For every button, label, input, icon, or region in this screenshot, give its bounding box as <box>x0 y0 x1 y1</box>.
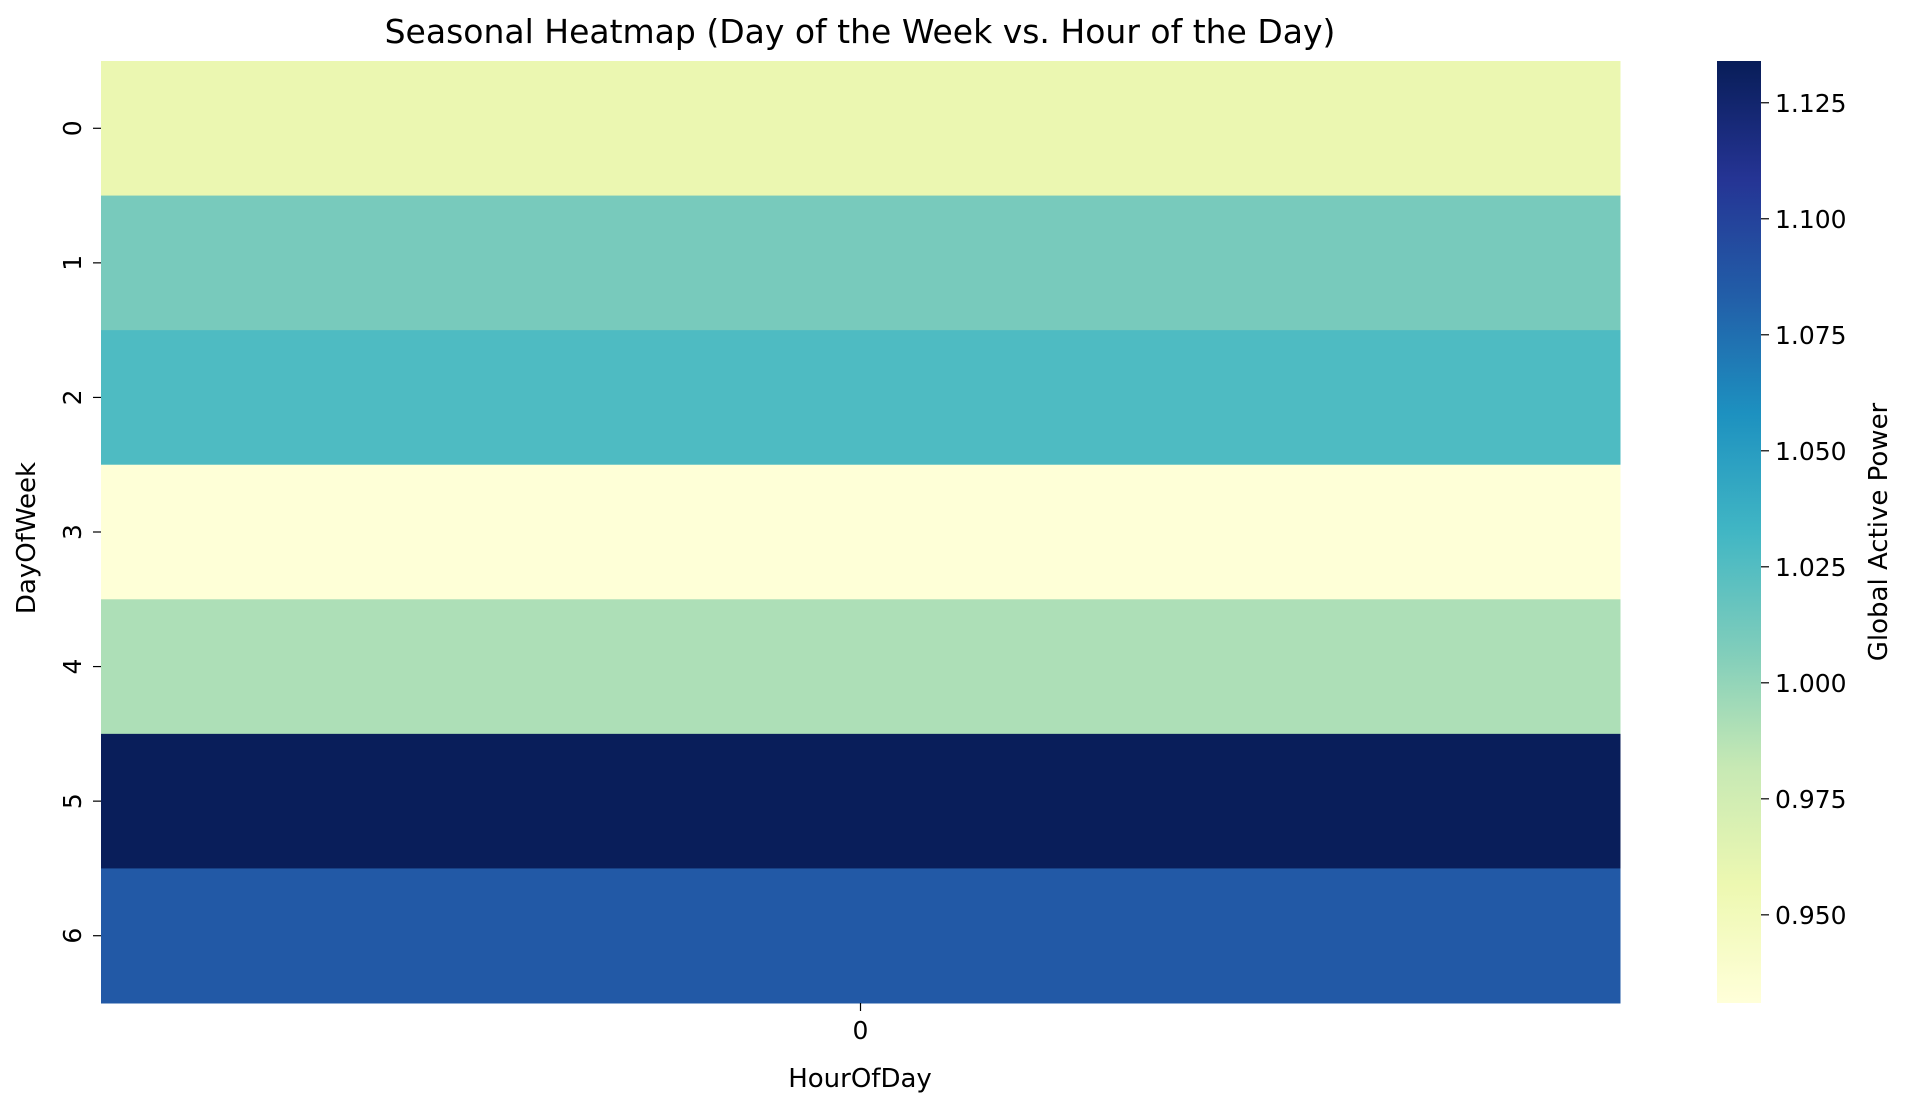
x-axis-ticks: 0 <box>853 1003 869 1045</box>
y-axis-ticks: 0 1 2 3 4 5 6 <box>58 120 101 944</box>
heatmap-cell-day-1-hour-0 <box>101 195 1621 331</box>
colorbar-tick-label: 1.050 <box>1775 437 1847 466</box>
colorbar-tick-label: 1.075 <box>1775 321 1847 350</box>
heatmap-cell-day-0-hour-0 <box>101 61 1621 197</box>
colorbar-ticks: 0.950 0.975 1.000 1.025 1.050 1.075 1.100 1.125 <box>1761 89 1847 930</box>
heatmap-cell-day-4-hour-0 <box>101 599 1621 735</box>
colorbar-tick-label: 1.125 <box>1775 89 1847 118</box>
heatmap-cells <box>101 61 1621 1004</box>
y-tick-label: 5 <box>58 793 87 809</box>
colorbar-tick-label: 0.975 <box>1775 785 1847 814</box>
colorbar <box>1717 61 1761 1003</box>
y-axis-label: DayOfWeek <box>12 462 42 614</box>
heatmap-cell-day-3-hour-0 <box>101 464 1621 600</box>
x-axis-label: HourOfDay <box>788 1064 932 1094</box>
x-tick-label: 0 <box>853 1016 869 1045</box>
colorbar-label: Global Active Power <box>1864 402 1894 661</box>
y-tick-label: 0 <box>58 120 87 136</box>
colorbar-tick-label: 1.100 <box>1775 205 1847 234</box>
heatmap-cell-day-6-hour-0 <box>101 868 1621 1004</box>
colorbar-tick-label: 1.025 <box>1775 553 1847 582</box>
y-tick-label: 4 <box>58 659 87 675</box>
y-tick-label: 6 <box>58 928 87 944</box>
y-tick-label: 3 <box>58 524 87 540</box>
colorbar-tick-label: 0.950 <box>1775 901 1847 930</box>
chart-title: Seasonal Heatmap (Day of the Week vs. Ho… <box>385 12 1336 51</box>
heatmap-cell-day-2-hour-0 <box>101 330 1621 466</box>
y-tick-label: 1 <box>58 255 87 271</box>
heatmap-cell-day-5-hour-0 <box>101 733 1621 869</box>
colorbar-tick-label: 1.000 <box>1775 669 1847 698</box>
y-tick-label: 2 <box>58 389 87 405</box>
